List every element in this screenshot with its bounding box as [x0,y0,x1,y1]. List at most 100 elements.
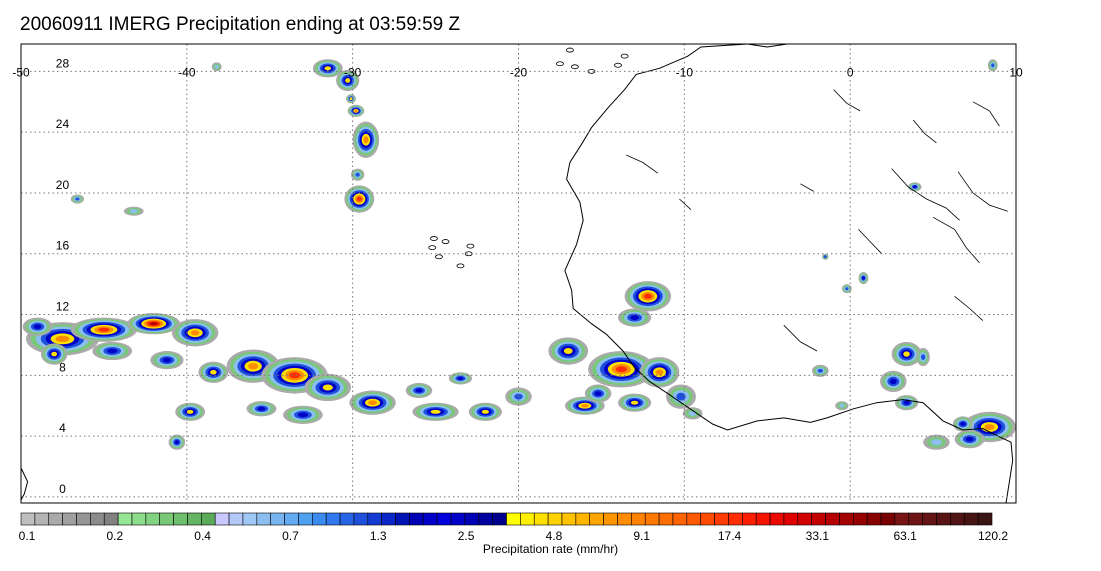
precip-cell [594,391,602,396]
precip-cell [214,64,219,69]
colorbar-swatch [839,512,854,526]
colorbar-swatch [76,512,91,526]
lat-tick-label: 20 [56,178,70,192]
precip-cell [845,287,849,291]
lon-tick-label: 10 [1009,65,1023,79]
coastline-layer [20,43,1014,504]
colorbar-swatch [284,512,299,526]
island-outline [587,68,596,74]
inland-water-outline [954,295,984,321]
lon-tick-label: -40 [178,65,196,79]
colorbar-tick-label: 4.8 [546,529,563,543]
colorbar-swatch [298,512,313,526]
colorbar-swatch [395,512,410,526]
colorbar-swatch [325,512,341,526]
precip-cell [889,378,897,385]
precip-cell [903,351,910,357]
colorbar-tick-label: 1.3 [370,529,387,543]
colorbar-swatch [977,512,993,526]
colorbar-swatch [367,512,382,526]
colorbar-swatch [742,512,757,526]
precip-cell [345,78,351,83]
colorbar-swatch [866,512,882,526]
precip-cell [257,406,266,411]
inland-water-outline [679,198,692,210]
longitude-labels: -50 -40 -30 -20 -10 0 10 [12,65,1023,79]
inland-water-outline [957,171,1008,212]
precip-cell [55,335,70,343]
precip-cell [356,196,362,202]
precip-cell [903,400,910,405]
lat-tick-label: 12 [56,300,70,314]
precip-cell [457,376,464,380]
lon-tick-label: 0 [847,65,854,79]
colorbar-tick-label: 33.1 [806,529,830,543]
precip-cell [991,63,995,68]
precip-cell [297,412,309,418]
colorbar-swatch [769,512,785,526]
lon-tick-label: -10 [676,65,694,79]
island-outline [428,245,437,251]
colorbar-swatch [103,512,119,526]
colorbar-swatch [811,512,826,526]
colorbar-swatch [20,512,36,526]
colorbar-tick-label: 63.1 [894,529,918,543]
precip-cell [415,388,423,393]
colorbar-swatch [145,512,161,526]
colorbar-swatch [201,512,216,526]
latitude-labels: 28 24 20 16 12 8 4 0 [56,56,70,496]
inland-water-outline [912,119,937,144]
inland-water-outline [800,183,814,192]
inland-water-outline [858,229,882,254]
colorbar-tick-label: 120.2 [978,529,1008,543]
colorbar-swatch [922,512,937,526]
precip-cell [324,66,332,71]
lat-tick-label: 28 [56,56,70,70]
colorbar-swatch [339,512,355,526]
colorbar-swatch [936,512,951,526]
colorbar-swatch [783,512,799,526]
precip-cell [174,440,180,445]
colorbar-swatch [228,512,244,526]
precip-cell [984,424,995,430]
precip-cell [514,393,523,400]
precip-cell [248,363,259,370]
colorbar-swatch [589,512,604,526]
map-title: 20060911 IMERG Precipitation ending at 0… [20,14,461,35]
colorbar-tick-label: 0.4 [194,529,211,543]
precip-cell [643,293,652,299]
coastline-north [747,43,788,48]
precip-cell [563,348,573,355]
colorbar-swatch [686,512,701,526]
colorbar-swatch [409,512,424,526]
colorbar-tick-label: 0.7 [282,529,299,543]
colorbar-swatch [533,512,549,526]
colorbar-swatch [450,512,466,526]
precip-cell [129,209,138,214]
colorbar-swatch [492,512,507,526]
inland-water-outline [932,216,980,264]
colorbar-swatch [90,512,105,526]
colorbar-swatch [48,512,63,526]
colorbar-swatch [34,512,50,526]
colorbar-swatch [644,512,660,526]
colorbar-swatch [214,512,230,526]
precip-cell [210,369,217,375]
precip-cell [965,436,974,442]
lat-tick-label: 16 [56,239,70,253]
island-outline [614,62,622,68]
lat-tick-label: 0 [59,482,66,496]
island-outline [620,53,629,59]
colorbar-tick-labels: 0.1 0.2 0.4 0.7 1.3 2.5 4.8 9.1 17.4 33.1 63.1 120.… [19,529,1009,543]
colorbar-swatch [880,512,896,526]
colorbar-swatch [825,512,840,526]
colorbar [20,512,993,526]
colorbar-swatch [117,512,133,526]
inland-water-outline [891,168,960,221]
colorbar-swatch [436,512,452,526]
colorbar-swatch [547,512,563,526]
colorbar-title: Precipitation rate (mm/hr) [482,542,619,556]
precip-cell [33,324,42,330]
colorbar-swatch [603,512,618,526]
